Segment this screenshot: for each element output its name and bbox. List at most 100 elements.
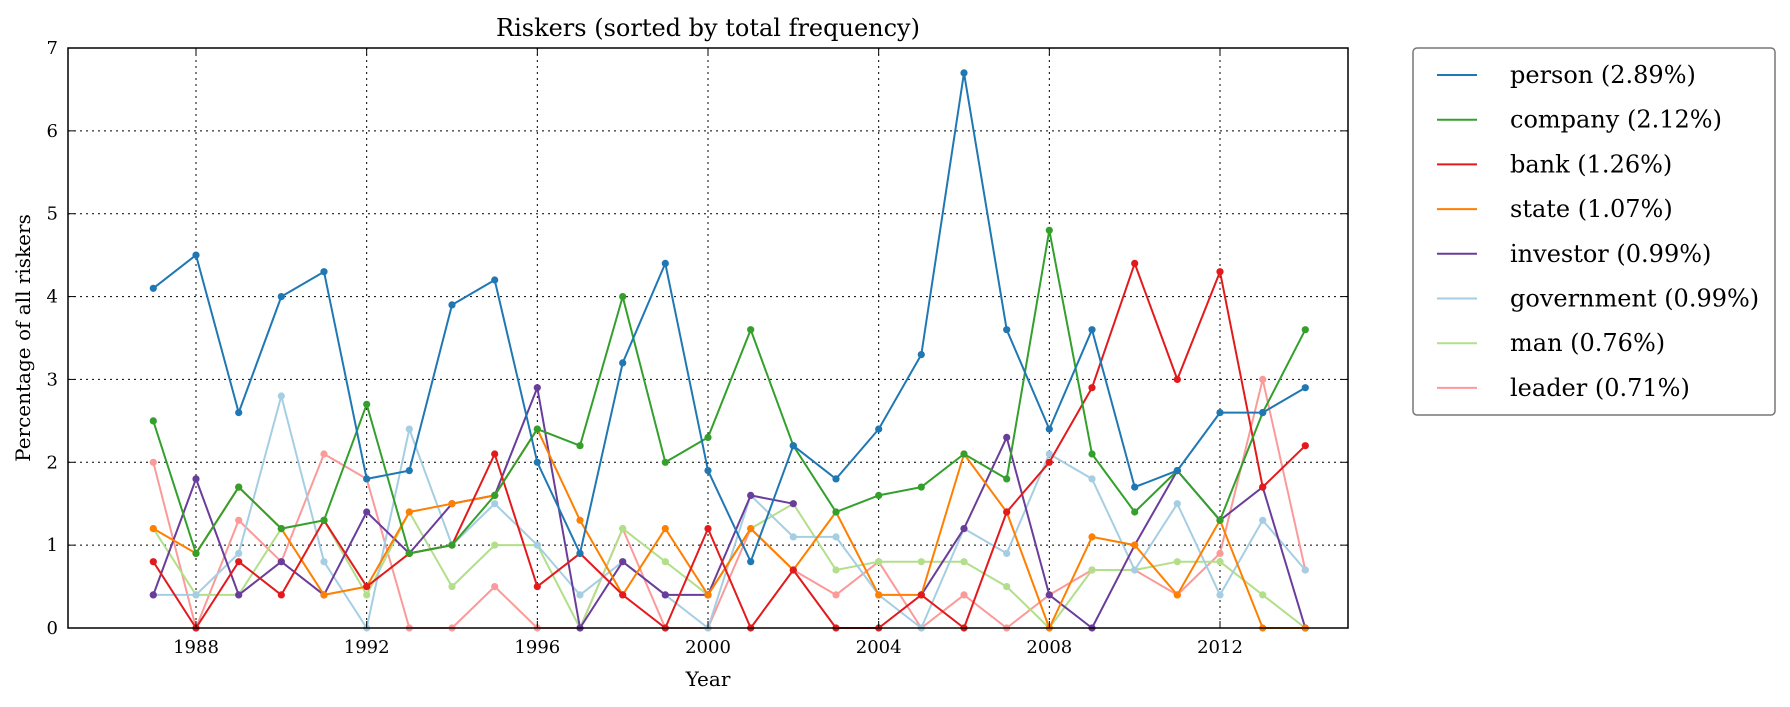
y-tick-label: 2	[47, 452, 58, 473]
data-point	[832, 475, 840, 483]
y-tick-label: 6	[47, 121, 58, 142]
data-point	[363, 583, 371, 591]
legend-label: person (2.89%)	[1510, 61, 1696, 89]
data-point	[1088, 475, 1096, 483]
data-point	[661, 259, 669, 267]
data-point	[619, 359, 627, 367]
data-point	[277, 591, 285, 599]
data-point	[1216, 549, 1224, 558]
data-point	[320, 558, 328, 566]
data-point	[747, 525, 755, 533]
data-point	[661, 591, 669, 599]
x-tick-label: 1988	[173, 637, 219, 658]
data-point	[1131, 541, 1139, 549]
x-tick-label: 2008	[1026, 637, 1072, 658]
data-point	[1173, 467, 1181, 475]
y-tick-label: 7	[47, 38, 58, 59]
data-point	[1045, 458, 1053, 466]
y-tick-label: 0	[47, 618, 58, 639]
legend-label: state (1.07%)	[1510, 195, 1673, 223]
data-point	[875, 425, 883, 433]
data-point	[1045, 450, 1053, 458]
series-line	[152, 71, 1306, 563]
data-point	[661, 558, 669, 566]
data-point	[320, 591, 328, 599]
data-point	[491, 491, 499, 499]
data-point	[917, 351, 925, 359]
data-point	[277, 525, 285, 533]
data-point	[1088, 450, 1096, 458]
data-point	[960, 591, 968, 599]
series-line	[152, 262, 1306, 629]
series-line	[920, 436, 1307, 629]
x-axis-ticks: 1988 1992 1996 2000 2004 2008 2012	[173, 48, 1243, 658]
data-point	[1131, 483, 1139, 491]
data-point	[789, 442, 797, 450]
data-point	[363, 400, 371, 408]
data-point	[917, 591, 925, 599]
legend-label: leader (0.71%)	[1510, 374, 1690, 402]
data-point	[277, 558, 285, 566]
data-point	[832, 591, 840, 599]
y-tick-label: 3	[47, 369, 58, 390]
x-tick-label: 2004	[856, 637, 902, 658]
data-point	[789, 566, 797, 574]
data-point	[576, 516, 584, 524]
data-point	[960, 525, 968, 533]
x-tick-label: 2000	[685, 637, 731, 658]
legend-label: government (0.99%)	[1510, 285, 1759, 313]
data-point	[448, 301, 456, 309]
data-point	[363, 591, 371, 599]
x-tick-label: 2012	[1197, 637, 1243, 658]
data-point	[747, 326, 755, 334]
data-point	[1216, 409, 1224, 417]
data-point	[235, 558, 243, 566]
legend-label: company (2.12%)	[1510, 106, 1722, 134]
data-point	[960, 558, 968, 566]
legend-box	[1412, 47, 1776, 416]
data-point	[1259, 516, 1267, 524]
series-layer	[149, 69, 1309, 632]
data-point	[832, 533, 840, 541]
data-point	[320, 516, 328, 524]
data-point	[789, 533, 797, 541]
data-point	[1216, 558, 1224, 566]
data-point	[1173, 558, 1181, 566]
data-point	[149, 458, 157, 466]
data-point	[363, 475, 371, 483]
data-point	[1003, 326, 1011, 334]
data-point	[1088, 533, 1096, 541]
data-point	[405, 425, 413, 433]
data-point	[789, 500, 797, 508]
data-point	[704, 433, 712, 441]
data-point	[149, 525, 157, 533]
data-point	[235, 483, 243, 491]
data-point	[1259, 375, 1267, 383]
series-line	[152, 229, 1307, 555]
y-tick-label: 5	[47, 204, 58, 225]
data-point	[1216, 268, 1224, 276]
data-point	[619, 293, 627, 301]
data-point	[277, 392, 285, 400]
data-point	[661, 525, 669, 533]
data-point	[1216, 591, 1224, 599]
series-line	[152, 428, 1306, 629]
data-point	[1259, 409, 1267, 417]
data-point	[1173, 375, 1181, 383]
legend-label: bank (1.26%)	[1510, 150, 1672, 178]
data-point	[960, 450, 968, 458]
data-point	[1045, 591, 1053, 599]
data-point	[491, 276, 499, 284]
legend: person (2.89%) company (2.12%) bank (1.26%…	[1412, 47, 1776, 416]
data-point	[192, 251, 200, 259]
data-point	[533, 583, 541, 591]
data-point	[875, 558, 883, 566]
data-point	[747, 491, 755, 499]
data-point	[533, 425, 541, 433]
data-point	[1003, 583, 1011, 591]
data-point	[405, 508, 413, 516]
data-point	[491, 541, 499, 549]
data-point	[1131, 508, 1139, 516]
data-point	[1088, 566, 1096, 574]
